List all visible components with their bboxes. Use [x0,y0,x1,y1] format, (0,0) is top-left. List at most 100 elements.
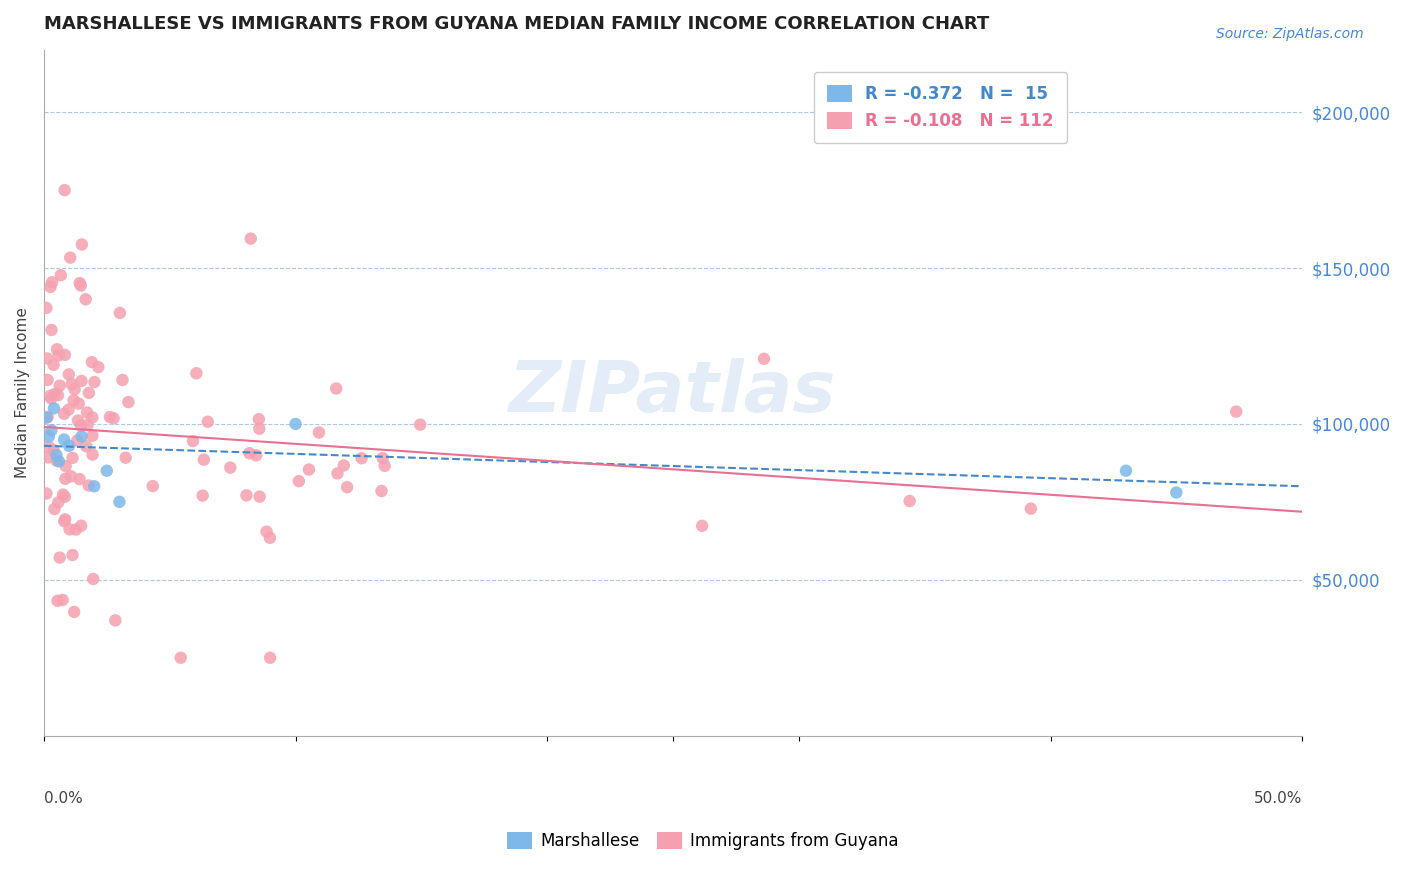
Text: ZIPatlas: ZIPatlas [509,359,837,427]
Point [83,375,105,389]
Point [58,402,80,417]
Point [181,434,204,448]
Point [52,487,75,501]
Point [82,429,104,443]
Point [326,467,349,481]
Point [235,488,257,502]
Point [37,351,59,366]
Point [39,389,62,403]
Point [37,409,59,424]
Point [41,423,63,437]
Point [39,392,62,406]
Point [103,411,125,425]
Point [62,393,84,408]
Point [239,232,262,246]
Point [46,388,69,402]
Text: 0.0%: 0.0% [44,790,83,805]
Point [284,417,307,431]
Point [63,382,86,396]
Point [336,480,359,494]
Point [117,395,139,409]
Point [142,479,165,493]
Point [186,366,208,380]
Point [247,422,270,436]
Point [76,405,98,419]
Point [44,502,66,516]
Point [249,490,271,504]
Text: 50.0%: 50.0% [1254,790,1302,805]
Point [35,301,58,315]
Point [53,348,76,362]
Point [41,323,63,337]
Point [114,450,136,465]
Point [53,472,76,486]
Point [288,474,311,488]
Point [53,183,76,197]
Point [65,523,87,537]
Point [197,415,219,429]
Point [690,518,713,533]
Point [49,268,72,282]
Point [1115,464,1137,478]
Point [70,418,93,433]
Point [104,614,127,628]
Point [66,413,89,427]
Text: Source: ZipAtlas.com: Source: ZipAtlas.com [1216,27,1364,41]
Point [82,410,104,425]
Y-axis label: Median Family Income: Median Family Income [15,308,30,478]
Point [298,462,321,476]
Point [333,458,356,473]
Point [83,479,105,493]
Point [1225,404,1247,418]
Point [259,650,281,665]
Text: MARSHALLESE VS IMMIGRANTS FROM GUYANA MEDIAN FAMILY INCOME CORRELATION CHART: MARSHALLESE VS IMMIGRANTS FROM GUYANA ME… [44,15,990,33]
Point [409,417,432,432]
Point [70,518,93,533]
Point [63,605,86,619]
Point [108,306,131,320]
Point [48,348,70,362]
Point [48,550,70,565]
Point [62,450,84,465]
Point [66,434,89,448]
Point [70,429,93,443]
Point [53,512,76,526]
Point [38,440,60,454]
Point [46,495,69,509]
Point [55,459,77,474]
Point [42,443,65,458]
Point [69,472,91,486]
Point [77,478,100,492]
Point [39,280,62,294]
Point [98,410,121,425]
Point [752,351,775,366]
Legend: Marshallese, Immigrants from Guyana: Marshallese, Immigrants from Guyana [501,825,905,857]
Point [45,453,67,467]
Point [308,425,330,440]
Point [371,451,394,466]
Point [75,293,97,307]
Point [44,387,66,401]
Point [70,374,93,388]
Point [82,448,104,462]
Point [111,373,134,387]
Point [108,495,131,509]
Point [70,237,93,252]
Point [219,460,242,475]
Point [35,410,58,425]
Point [59,251,82,265]
Point [1019,501,1042,516]
Point [374,458,396,473]
Point [58,522,80,536]
Point [75,439,97,453]
Point [898,494,921,508]
Point [1166,485,1188,500]
Point [58,439,80,453]
Point [59,469,82,483]
Point [77,385,100,400]
Point [87,360,110,375]
Point [46,343,69,357]
Point [53,514,76,528]
Point [76,418,98,433]
Point [41,275,63,289]
